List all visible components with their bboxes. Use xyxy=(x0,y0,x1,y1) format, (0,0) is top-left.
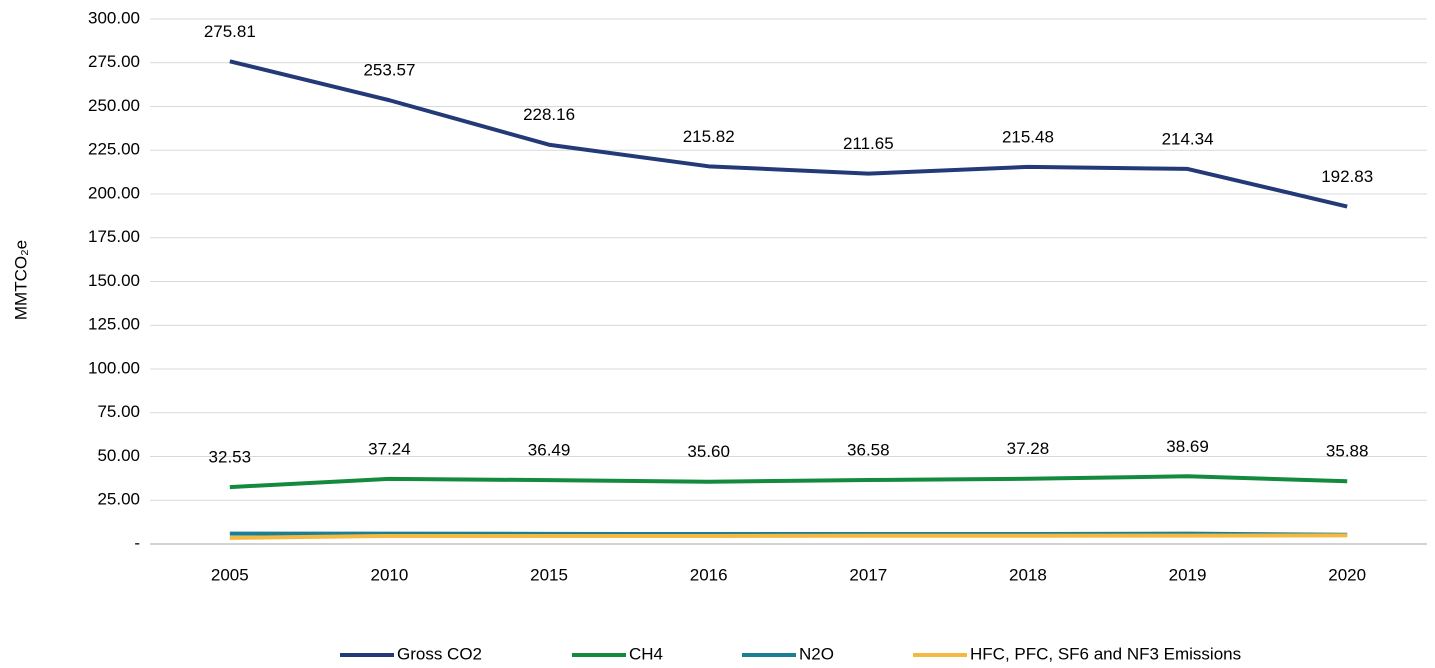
y-axis-title: MMTCO₂e xyxy=(11,240,30,320)
legend-label: Gross CO2 xyxy=(397,644,482,663)
y-tick-label: 275.00 xyxy=(88,52,140,71)
y-tick-label: 50.00 xyxy=(97,446,140,465)
x-tick-label: 2017 xyxy=(849,565,887,584)
y-tick-label: 25.00 xyxy=(97,490,140,509)
x-tick-label: 2020 xyxy=(1328,565,1366,584)
data-label: 35.60 xyxy=(687,442,730,461)
x-tick-label: 2019 xyxy=(1169,565,1207,584)
y-tick-label: 150.00 xyxy=(88,271,140,290)
x-tick-label: 2010 xyxy=(371,565,409,584)
series-line xyxy=(229,474,1348,490)
y-tick-label: 175.00 xyxy=(88,227,140,246)
series-line xyxy=(229,533,1348,540)
data-label: 36.49 xyxy=(528,441,571,460)
legend-label: HFC, PFC, SF6 and NF3 Emissions xyxy=(970,644,1241,663)
data-label: 192.83 xyxy=(1321,167,1373,186)
x-tick-label: 2016 xyxy=(690,565,728,584)
data-label: 215.48 xyxy=(1002,127,1054,146)
data-label: 275.81 xyxy=(204,22,256,41)
data-label: 38.69 xyxy=(1166,437,1209,456)
data-label: 214.34 xyxy=(1162,129,1214,148)
data-label: 37.24 xyxy=(368,439,411,458)
data-label: 253.57 xyxy=(363,61,415,80)
y-tick-label: 75.00 xyxy=(97,402,140,421)
x-tick-label: 2005 xyxy=(211,565,249,584)
data-label: 228.16 xyxy=(523,105,575,124)
y-tick-label: 250.00 xyxy=(88,96,140,115)
legend-label: N2O xyxy=(799,644,834,663)
y-tick-label: 100.00 xyxy=(88,358,140,377)
y-tick-label: 300.00 xyxy=(88,8,140,27)
y-tick-label: 225.00 xyxy=(88,140,140,159)
y-tick-label: 125.00 xyxy=(88,315,140,334)
y-tick-label: 200.00 xyxy=(88,183,140,202)
series-line xyxy=(229,59,1348,209)
data-label: 211.65 xyxy=(843,134,894,153)
y-tick-label: - xyxy=(134,533,140,552)
x-tick-label: 2015 xyxy=(530,565,568,584)
data-label: 36.58 xyxy=(847,440,890,459)
legend-label: CH4 xyxy=(629,644,663,663)
data-label: 32.53 xyxy=(209,448,252,467)
data-label: 37.28 xyxy=(1007,439,1050,458)
data-label: 35.88 xyxy=(1326,442,1369,461)
data-label: 215.82 xyxy=(683,127,735,146)
x-tick-label: 2018 xyxy=(1009,565,1047,584)
